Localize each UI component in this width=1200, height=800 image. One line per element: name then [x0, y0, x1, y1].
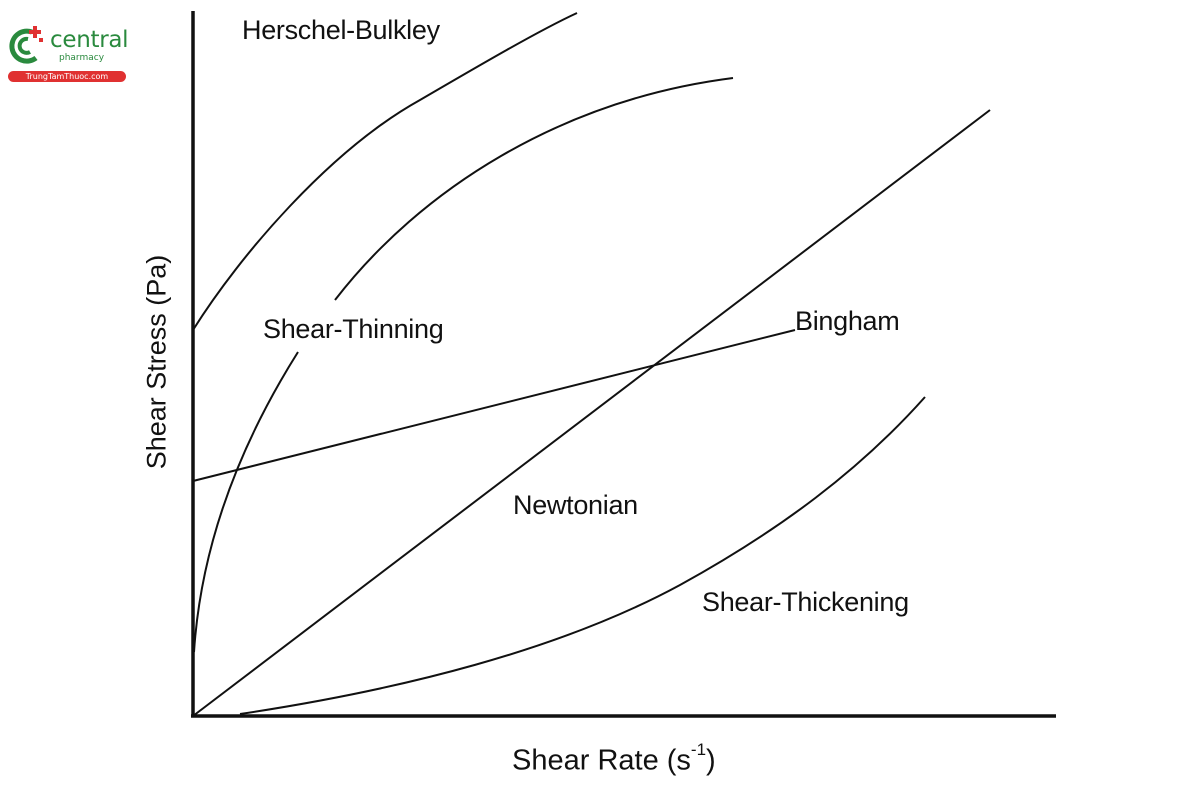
- logo-mark-icon: [9, 26, 43, 64]
- label-newtonian: Newtonian: [513, 490, 638, 520]
- label-shear-thickening: Shear-Thickening: [702, 587, 909, 617]
- central-pharmacy-logo: central pharmacy TrungTamThuoc.com: [6, 24, 130, 84]
- series-shear-thinning-lower: [193, 351, 299, 653]
- logo-brand-text: central: [50, 27, 129, 53]
- label-shear-thinning: Shear-Thinning: [263, 314, 444, 344]
- x-axis-label-exponent: -1: [690, 740, 707, 759]
- x-axis-label-close: ): [706, 744, 716, 777]
- label-herschel-bulkley: Herschel-Bulkley: [242, 15, 440, 45]
- series-bingham: [192, 329, 796, 482]
- series-shear-thinning-upper: [334, 77, 734, 301]
- label-bingham: Bingham: [795, 306, 900, 336]
- series-newtonian: [192, 109, 991, 717]
- series-shear-thickening: [239, 396, 926, 715]
- logo-sub-text: pharmacy: [59, 53, 105, 63]
- logo-site-badge: TrungTamThuoc.com: [8, 71, 126, 82]
- y-axis-label: Shear Stress (Pa): [141, 254, 172, 470]
- x-axis-label: Shear Rate (s-1): [512, 740, 716, 778]
- series-herschel-bulkley: [192, 12, 578, 331]
- x-axis-label-base: Shear Rate (s: [512, 744, 691, 777]
